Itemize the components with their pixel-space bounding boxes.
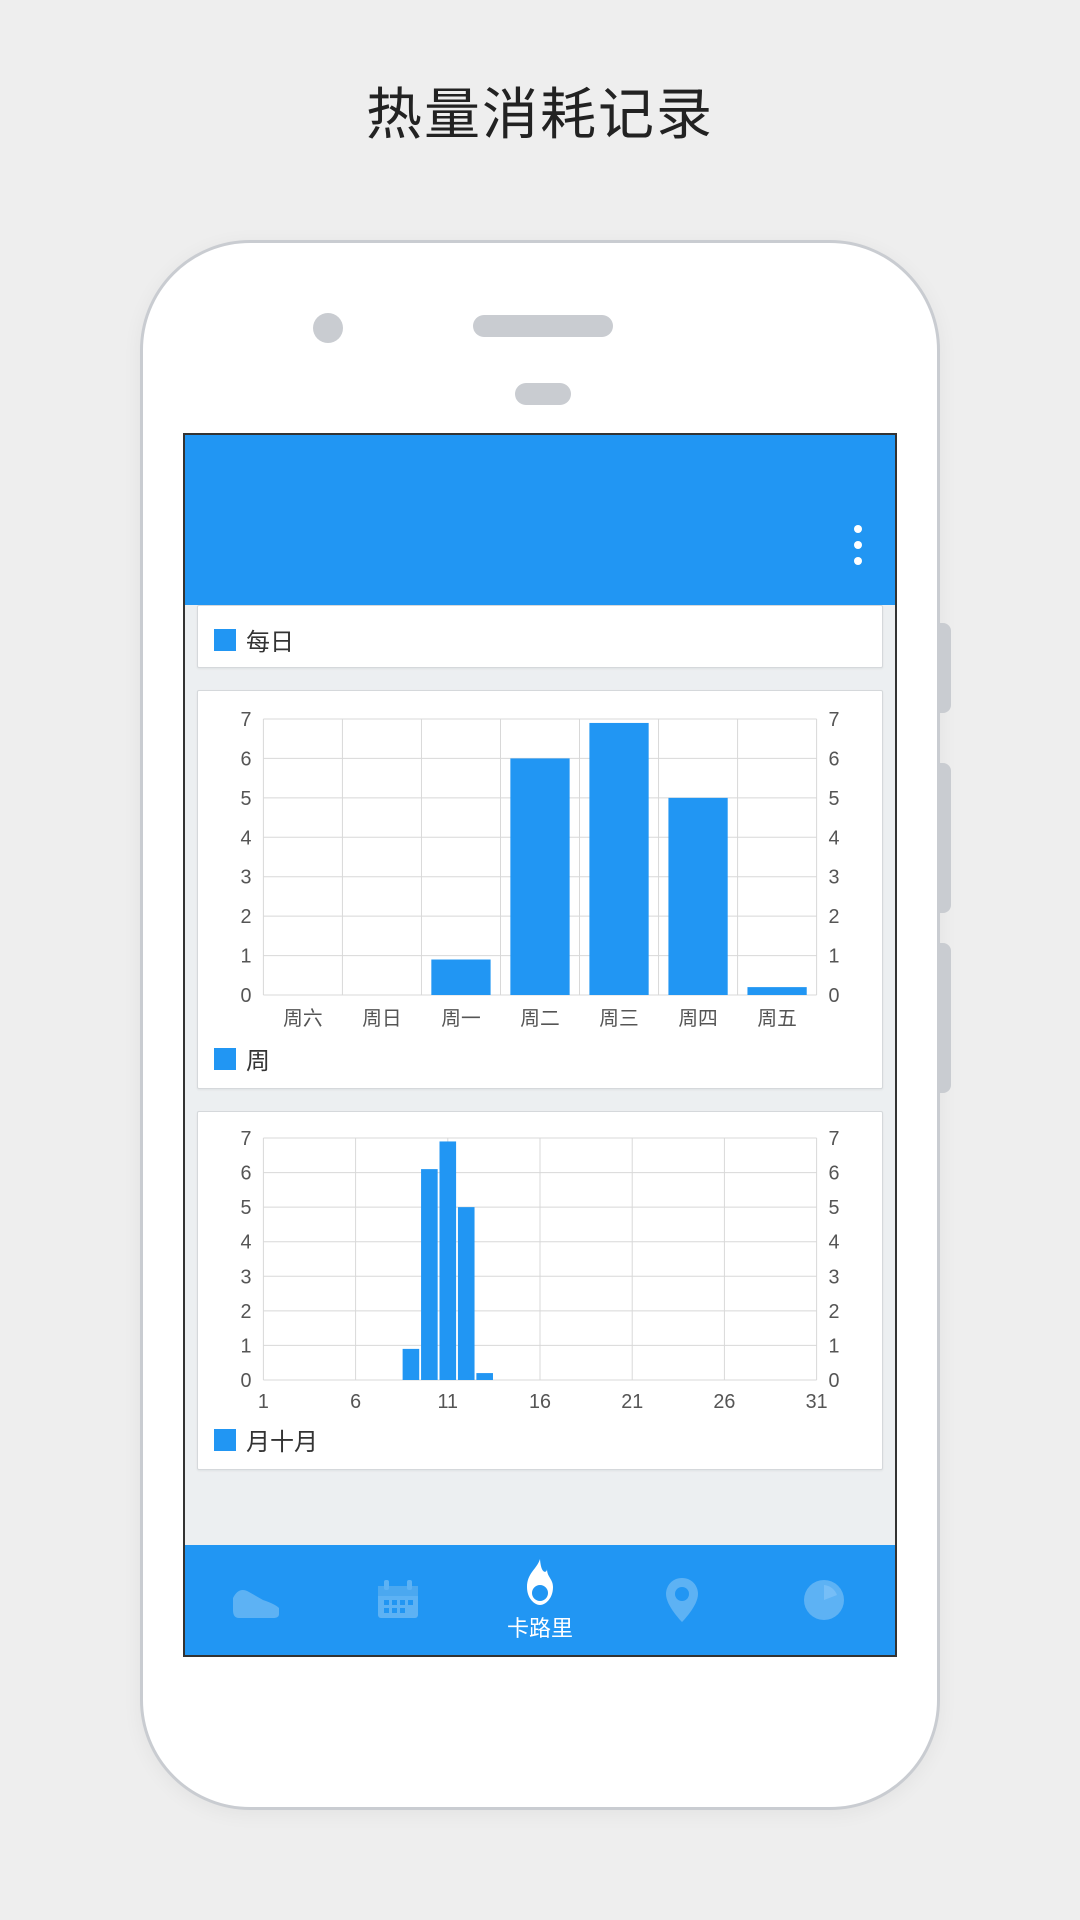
svg-text:周四: 周四 <box>678 1008 717 1030</box>
svg-text:0: 0 <box>241 1370 252 1392</box>
svg-text:6: 6 <box>241 1162 252 1184</box>
svg-text:6: 6 <box>828 748 839 770</box>
svg-text:周六: 周六 <box>283 1008 322 1030</box>
month-legend-label: 月十月 <box>246 1422 318 1457</box>
svg-text:7: 7 <box>241 709 252 731</box>
week-chart: 0 0 1 1 2 2 3 3 4 4 5 5 6 6 7 7 周六 周日 周一 周二 周三 周四 周五 <box>214 705 866 1035</box>
svg-text:2: 2 <box>241 1301 252 1323</box>
svg-text:周五: 周五 <box>757 1008 796 1030</box>
nav-location[interactable] <box>611 1545 753 1655</box>
svg-text:1: 1 <box>828 945 839 967</box>
phone-side-button <box>937 943 951 1093</box>
phone-side-button <box>937 763 951 913</box>
svg-text:11: 11 <box>438 1391 458 1413</box>
svg-text:1: 1 <box>241 945 252 967</box>
svg-text:0: 0 <box>828 985 839 1007</box>
nav-calendar[interactable] <box>327 1545 469 1655</box>
week-card: 0 0 1 1 2 2 3 3 4 4 5 5 6 6 7 7 周六 周日 周一 周二 周三 周四 周五 周 <box>197 690 883 1089</box>
page-title: 热量消耗记录 <box>0 0 1080 151</box>
svg-text:2: 2 <box>828 1301 839 1323</box>
daily-legend: 每日 <box>214 622 866 657</box>
content-scroll[interactable]: 每日 0011223344556677周六周日周一周二周三周四周五 周 0011… <box>185 605 895 1545</box>
daily-card: 每日 <box>197 605 883 668</box>
flame-icon <box>517 1557 563 1607</box>
svg-text:4: 4 <box>241 1232 252 1254</box>
svg-text:周一: 周一 <box>441 1008 481 1030</box>
svg-text:2: 2 <box>241 906 252 928</box>
legend-swatch <box>214 1048 236 1070</box>
month-card: 0011223344556677161116212631 月十月 <box>197 1111 883 1470</box>
svg-text:1: 1 <box>828 1335 839 1357</box>
svg-text:21: 21 <box>621 1391 643 1413</box>
svg-text:周日: 周日 <box>362 1008 401 1030</box>
svg-text:5: 5 <box>828 788 839 810</box>
phone-speaker <box>473 315 613 337</box>
svg-text:16: 16 <box>529 1391 551 1413</box>
svg-text:7: 7 <box>241 1128 252 1150</box>
daily-legend-label: 每日 <box>246 622 294 657</box>
svg-text:26: 26 <box>713 1391 735 1413</box>
legend-swatch <box>214 1429 236 1451</box>
week-legend-label: 周 <box>246 1041 270 1076</box>
svg-text:3: 3 <box>241 1266 252 1288</box>
svg-text:3: 3 <box>241 867 252 889</box>
overflow-menu-button[interactable] <box>843 525 873 565</box>
week-legend: 周 <box>214 1041 866 1076</box>
svg-text:4: 4 <box>828 827 839 849</box>
nav-clock[interactable] <box>753 1545 895 1655</box>
svg-text:3: 3 <box>828 1266 839 1288</box>
pin-icon <box>662 1576 702 1624</box>
month-chart: 0011223344556677161116212631 <box>214 1126 866 1416</box>
svg-text:2: 2 <box>828 906 839 928</box>
svg-text:1: 1 <box>241 1335 252 1357</box>
legend-swatch <box>214 629 236 651</box>
svg-text:0: 0 <box>241 985 252 1007</box>
svg-text:5: 5 <box>828 1197 839 1219</box>
app-screen: 每日 0011223344556677周六周日周一周二周三周四周五 周 0011… <box>183 433 897 1657</box>
svg-text:0: 0 <box>828 1370 839 1392</box>
month-legend: 月十月 <box>214 1422 866 1457</box>
shoe-icon <box>229 1580 283 1620</box>
svg-text:5: 5 <box>241 788 252 810</box>
svg-text:5: 5 <box>241 1197 252 1219</box>
phone-camera-dot <box>313 313 343 343</box>
calendar-icon <box>374 1578 422 1622</box>
svg-text:6: 6 <box>828 1162 839 1184</box>
svg-text:3: 3 <box>828 867 839 889</box>
svg-text:1: 1 <box>258 1391 269 1413</box>
phone-side-button <box>937 623 951 713</box>
svg-text:4: 4 <box>828 1232 839 1254</box>
svg-text:7: 7 <box>828 1128 839 1150</box>
phone-home-pill <box>515 383 571 405</box>
clock-icon <box>801 1577 847 1623</box>
svg-text:周二: 周二 <box>520 1008 559 1030</box>
nav-calories[interactable]: 卡路里 <box>469 1545 611 1655</box>
nav-calories-label: 卡路里 <box>507 1611 573 1643</box>
app-bar <box>185 435 895 605</box>
svg-text:6: 6 <box>350 1391 361 1413</box>
svg-text:4: 4 <box>241 827 252 849</box>
nav-shoe[interactable] <box>185 1545 327 1655</box>
svg-text:6: 6 <box>241 748 252 770</box>
phone-mockup: 每日 0011223344556677周六周日周一周二周三周四周五 周 0011… <box>140 240 940 1810</box>
bottom-nav: 卡路里 <box>185 1545 895 1655</box>
svg-text:周三: 周三 <box>599 1008 638 1030</box>
svg-text:7: 7 <box>828 709 839 731</box>
svg-text:31: 31 <box>806 1391 828 1413</box>
